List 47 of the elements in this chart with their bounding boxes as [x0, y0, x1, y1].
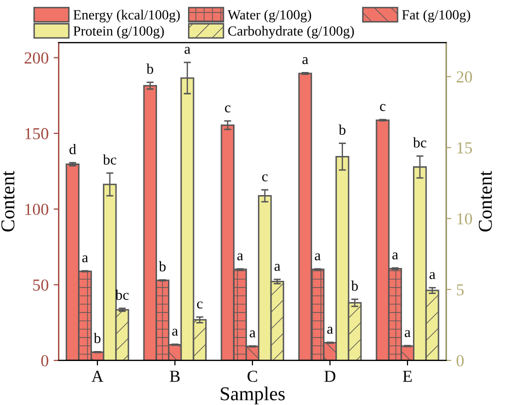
data-label: a: [404, 330, 411, 338]
legend-label: Fat (g/100g): [402, 10, 470, 22]
data-label: b: [94, 332, 100, 344]
y-tick-label: 100: [25, 204, 48, 216]
data-label: b: [338, 124, 346, 135]
y-axis-title: Content: [1, 170, 14, 232]
y2-axis-title: Content: [478, 170, 492, 232]
data-label: c: [224, 105, 230, 112]
legend-label: Water (g/100g): [228, 10, 312, 22]
data-label: a: [327, 326, 334, 334]
y2-tick-label: 5: [456, 284, 464, 296]
data-label: c: [262, 174, 268, 182]
data-label: b: [351, 280, 358, 291]
data-label: a: [274, 264, 280, 271]
x-tick-label: A: [92, 370, 104, 382]
y2-tick-label: 0: [456, 355, 464, 366]
x-axis-title: Samples: [220, 386, 285, 404]
legend-label: Energy (kcal/100g): [73, 10, 180, 22]
y2-tick-label: 15: [457, 142, 472, 154]
data-label: a: [250, 330, 256, 338]
legend-label: Carbohydrate (g/100g): [228, 26, 354, 39]
data-label: c: [380, 104, 386, 112]
data-label: a: [82, 255, 88, 262]
x-tick-label: C: [248, 370, 258, 382]
data-label: a: [302, 57, 308, 64]
data-label: d: [69, 144, 76, 154]
data-label: bc: [413, 137, 426, 148]
data-label: a: [237, 253, 244, 260]
y-tick-label: 150: [25, 128, 48, 140]
legend-label: Protein (g/100g): [73, 26, 164, 39]
y-tick-label: 200: [24, 52, 48, 64]
data-label: c: [197, 301, 203, 308]
x-tick-label: E: [402, 370, 412, 382]
data-label: a: [430, 272, 436, 280]
y-tick-label: 0: [41, 355, 48, 366]
data-label: a: [392, 252, 398, 260]
x-tick-label: B: [170, 370, 180, 382]
y-tick-label: 50: [33, 279, 48, 291]
data-label: bc: [102, 154, 116, 165]
data-label: b: [158, 261, 166, 272]
data-label: a: [172, 328, 178, 336]
data-label: a: [184, 46, 190, 54]
y2-tick-label: 20: [456, 71, 472, 83]
x-tick-label: D: [324, 370, 336, 382]
data-label: b: [146, 64, 154, 74]
y2-tick-label: 10: [457, 213, 472, 224]
data-label: a: [314, 253, 321, 260]
